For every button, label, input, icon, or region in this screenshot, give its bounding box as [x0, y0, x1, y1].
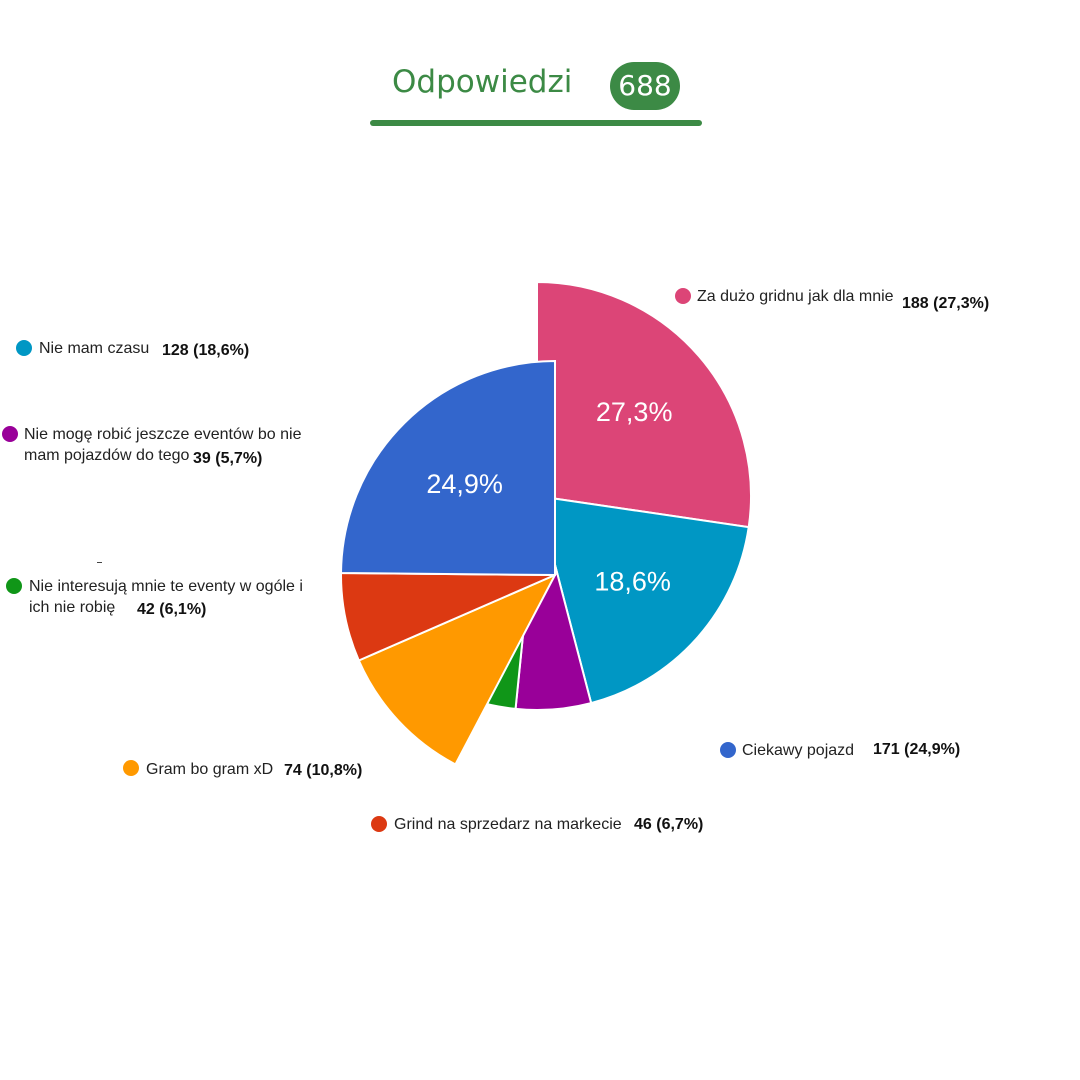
pie-slice-label-1: 18,6% [594, 567, 671, 597]
legend-value-nie-mam-czasu: 128 (18,6%) [162, 342, 250, 359]
pie-slice-1 [535, 494, 750, 705]
legend-marker-nie-mam-czasu [16, 340, 32, 356]
legend-label-nie-interesuja-line2: ich nie robię [29, 599, 116, 616]
legend-label-gram-bo-gram: Gram bo gram xD [146, 761, 274, 778]
legend-label-nie-mam-czasu: Nie mam czasu [39, 340, 150, 357]
legend-marker-grind-na-sprzedarz [371, 816, 387, 832]
responses-title: Odpowiedzi [392, 64, 573, 100]
legend-item-nie-mam-czasu: Nie mam czasu 128 (18,6%) [16, 338, 276, 364]
legend-item-nie-interesuja: Nie interesują mnie te eventy w ogóle i … [6, 576, 316, 624]
legend-item-grind-na-sprzedarz: Grind na sprzedarz na markecie 46 (6,7%) [371, 814, 731, 840]
legend-item-za-duzo-gridnu: Za dużo gridnu jak dla mnie 188 (27,3%) [675, 286, 1005, 316]
legend-item-ciekawy-pojazd: Ciekawy pojazd 171 (24,9%) [720, 740, 980, 766]
legend-value-nie-moge-robic: 39 (5,7%) [193, 450, 263, 467]
pie-slice-0 [536, 280, 752, 529]
legend-value-ciekawy-pojazd: 171 (24,9%) [873, 741, 961, 758]
legend-label-ciekawy-pojazd: Ciekawy pojazd [742, 742, 855, 759]
pie-slice-4 [357, 572, 558, 766]
pie-slice-6 [339, 359, 556, 577]
legend-marker-nie-moge-robic [2, 426, 18, 442]
legend-label-nie-moge-robic-line1: Nie mogę robić jeszcze eventów bo nie [24, 426, 302, 443]
legend-value-gram-bo-gram: 74 (10,8%) [284, 762, 363, 779]
responses-header: Odpowiedzi 688 [370, 58, 710, 130]
legend-label-nie-interesuja-line1: Nie interesują mnie te eventy w ogóle i [29, 578, 303, 595]
legend-item-nie-moge-robic: Nie mogę robić jeszcze eventów bo nie ma… [2, 424, 322, 472]
legend-label-za-duzo-gridnu: Za dużo gridnu jak dla mnie [697, 288, 894, 305]
legend-label-nie-moge-robic-line2: mam pojazdów do tego [24, 447, 190, 464]
responses-count-badge: 688 [610, 62, 680, 110]
legend-value-za-duzo-gridnu: 188 (27,3%) [902, 295, 990, 312]
pie-slice-label-0: 27,3% [596, 397, 673, 427]
legend-marker-za-duzo-gridnu [675, 288, 691, 304]
stray-dash [97, 562, 102, 563]
legend-marker-gram-bo-gram [123, 760, 139, 776]
legend-marker-ciekawy-pojazd [720, 742, 736, 758]
legend-label-grind-na-sprzedarz: Grind na sprzedarz na markecie [394, 816, 622, 833]
header-underline [370, 120, 702, 126]
legend-value-grind-na-sprzedarz: 46 (6,7%) [634, 816, 704, 833]
pie-slice-label-6: 24,9% [426, 469, 503, 499]
legend-value-nie-interesuja: 42 (6,1%) [137, 601, 207, 618]
legend-item-gram-bo-gram: Gram bo gram xD 74 (10,8%) [123, 759, 383, 785]
legend-marker-nie-interesuja [6, 578, 22, 594]
